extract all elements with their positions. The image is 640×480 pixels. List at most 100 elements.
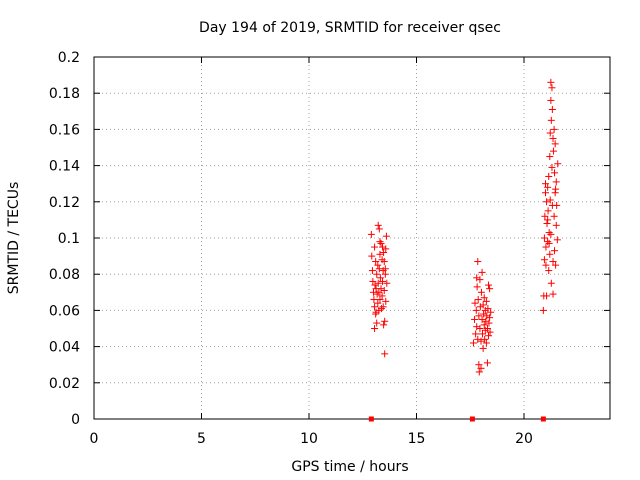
y-tick-label: 0.18 xyxy=(49,86,80,102)
data-point xyxy=(367,230,375,238)
data-point xyxy=(475,368,483,376)
grid xyxy=(94,57,610,419)
data-point xyxy=(379,243,387,251)
data-point xyxy=(471,299,479,307)
data-point xyxy=(486,314,494,322)
data-point xyxy=(478,268,486,276)
data-point xyxy=(381,265,389,273)
data-point xyxy=(549,134,557,142)
data-point xyxy=(545,267,553,275)
data-point xyxy=(375,288,383,296)
x-tick-label: 5 xyxy=(197,431,206,447)
data-point xyxy=(380,286,388,294)
y-tick-label: 0.12 xyxy=(49,195,80,211)
data-point xyxy=(473,323,481,331)
data-point xyxy=(382,297,390,305)
data-point xyxy=(554,160,562,168)
data-point xyxy=(543,292,551,300)
data-point xyxy=(553,201,561,209)
data-point xyxy=(475,312,483,320)
data-point xyxy=(545,172,553,180)
data-point xyxy=(375,225,383,233)
data-point xyxy=(371,303,379,311)
baseline-marker xyxy=(368,416,374,422)
data-point xyxy=(482,297,490,305)
data-point xyxy=(380,248,388,256)
y-tick-label: 0 xyxy=(71,412,80,428)
data-point xyxy=(382,232,390,240)
y-tick-label: 0.06 xyxy=(49,303,80,319)
data-point xyxy=(375,265,383,273)
y-tick-label: 0.04 xyxy=(49,340,80,356)
data-point xyxy=(552,185,560,193)
data-point xyxy=(547,78,555,86)
data-point xyxy=(382,245,390,253)
baseline-marker xyxy=(540,416,546,422)
data-point xyxy=(548,84,556,92)
data-point xyxy=(547,279,555,287)
y-tick-label: 0.16 xyxy=(49,122,80,138)
data-point xyxy=(486,328,494,336)
data-point xyxy=(483,359,491,367)
data-point xyxy=(539,306,547,314)
data-point xyxy=(553,236,561,244)
data-point xyxy=(552,178,560,186)
data-point xyxy=(541,212,549,220)
data-point xyxy=(383,279,391,287)
data-point xyxy=(480,294,488,302)
data-point xyxy=(548,163,556,171)
data-point xyxy=(368,252,376,260)
data-point xyxy=(372,258,380,266)
axis-ticks xyxy=(93,56,610,420)
data-point xyxy=(551,169,559,177)
data-point xyxy=(480,310,488,318)
data-point xyxy=(472,306,480,314)
data-point xyxy=(469,339,477,347)
plot-frame xyxy=(93,56,611,420)
data-point xyxy=(373,290,381,298)
data-point xyxy=(549,147,557,155)
data-point xyxy=(547,116,555,124)
data-point xyxy=(485,319,493,327)
data-point xyxy=(477,364,485,372)
data-point xyxy=(380,258,388,266)
data-point xyxy=(370,296,378,304)
data-point xyxy=(546,250,554,258)
data-point xyxy=(483,325,491,332)
y-tick-label: 0.08 xyxy=(49,267,80,283)
data-point xyxy=(371,325,379,332)
data-point xyxy=(476,276,484,284)
data-point xyxy=(478,315,486,323)
data-point xyxy=(485,332,493,340)
data-point xyxy=(377,305,385,313)
data-point xyxy=(547,96,555,104)
data-point xyxy=(374,299,382,307)
baseline-marker xyxy=(469,416,475,422)
data-point xyxy=(544,238,552,246)
data-point xyxy=(544,183,552,191)
data-point xyxy=(476,325,484,332)
data-point xyxy=(549,290,557,298)
data-point xyxy=(372,308,380,316)
x-tick-label: 10 xyxy=(300,431,318,447)
data-point xyxy=(479,301,487,309)
data-point xyxy=(542,189,549,197)
y-tick-label: 0.1 xyxy=(58,231,80,247)
data-point xyxy=(380,321,388,329)
data-point xyxy=(379,277,387,285)
data-point xyxy=(374,221,382,229)
data-point xyxy=(552,221,560,229)
data-point xyxy=(540,256,548,264)
data-point xyxy=(381,317,389,325)
data-point xyxy=(379,303,387,311)
data-point xyxy=(369,277,377,285)
data-point xyxy=(540,234,548,242)
data-point xyxy=(551,247,559,255)
data-point xyxy=(473,283,481,291)
data-point xyxy=(472,330,480,338)
data-point xyxy=(378,292,386,300)
data-point xyxy=(474,258,482,266)
tick-labels: 0 0.02 0.04 0.06 0.08 0.1 0.12 0.14 0.16 0.18 0.2 0… xyxy=(49,50,533,447)
x-tick-label: 0 xyxy=(90,431,99,447)
